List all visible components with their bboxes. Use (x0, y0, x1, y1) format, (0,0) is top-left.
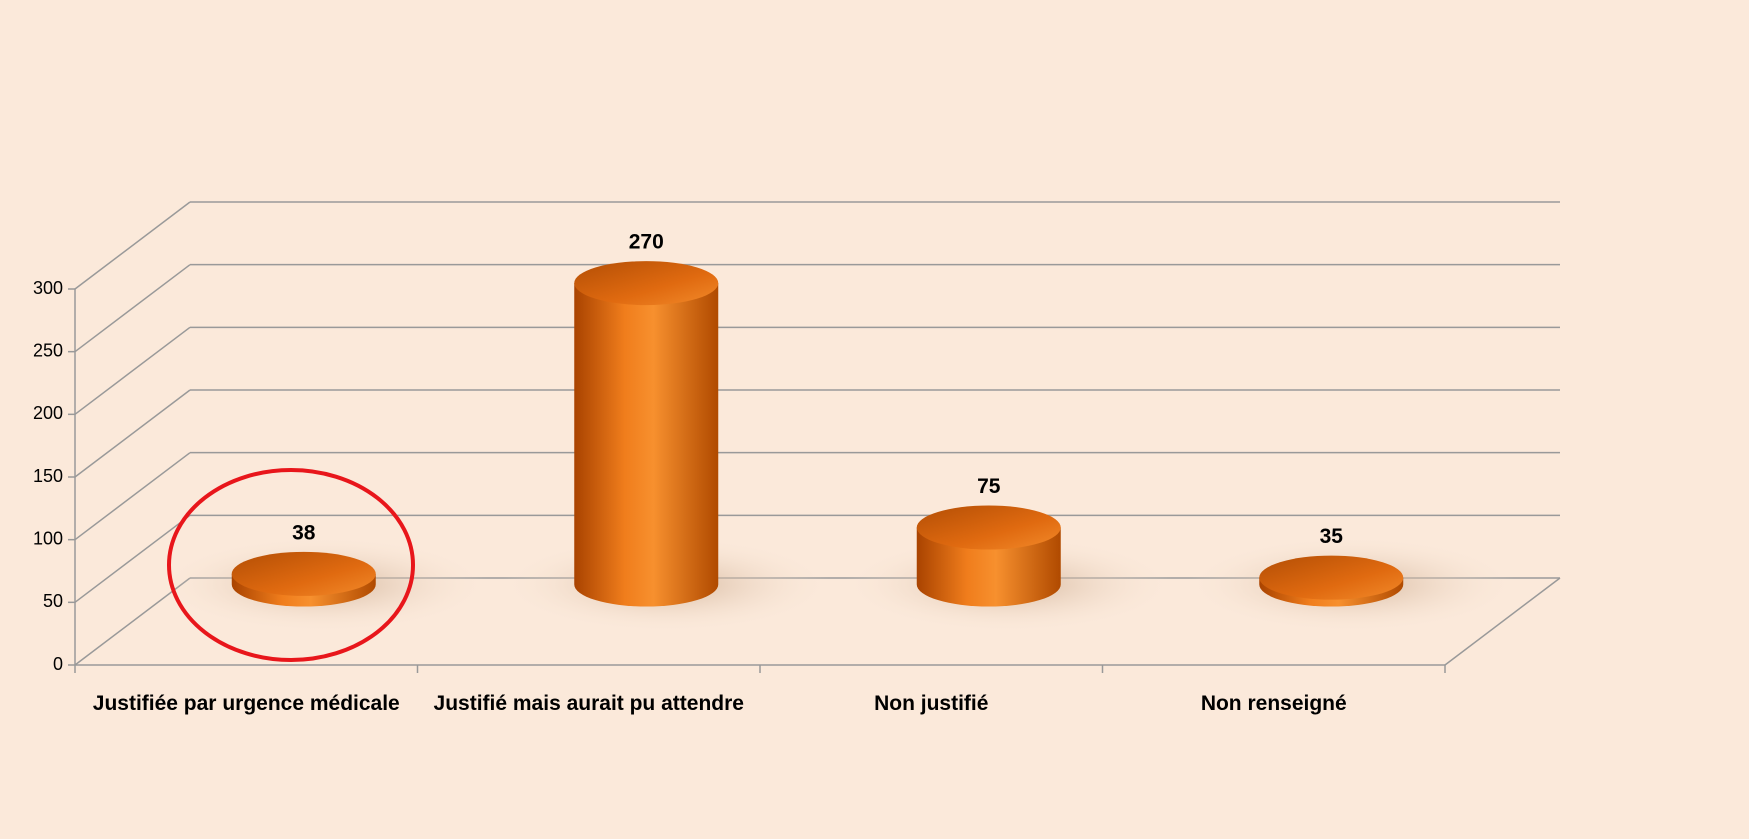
grid-line-side (74, 514, 191, 603)
y-tick-label: 50 (43, 591, 63, 611)
grid-line-side (74, 452, 191, 541)
y-tick-label: 250 (33, 340, 63, 360)
y-tick-label: 150 (33, 466, 63, 486)
value-label: 35 (1320, 525, 1344, 548)
y-tick-label: 300 (33, 278, 63, 298)
bar-top (916, 505, 1061, 550)
bar-top (231, 551, 376, 596)
bar-top (1259, 555, 1404, 600)
y-tick-label: 100 (33, 528, 63, 548)
x-tick-label: Justifié mais aurait pu attendre (433, 692, 744, 715)
y-tick-label: 200 (33, 403, 63, 423)
x-tick-label: Non renseigné (1200, 692, 1347, 715)
x-tick-label: Justifiée par urgence médicale (92, 692, 400, 715)
grid-line-side (74, 264, 191, 353)
floor-right-edge (1444, 577, 1561, 666)
value-label: 75 (977, 475, 1001, 498)
value-label: 38 (292, 521, 316, 544)
y-tick-label: 0 (53, 654, 63, 674)
axes (74, 289, 1561, 666)
bar (916, 527, 1061, 607)
x-tick-label: Non justifié (874, 692, 989, 715)
grid-line-side (74, 201, 191, 290)
bar (574, 283, 719, 607)
bar-top (574, 261, 719, 306)
grid-line-side (74, 389, 191, 478)
value-label: 270 (629, 231, 664, 254)
grid-line-side (74, 326, 191, 415)
highlight-circle (167, 468, 415, 662)
